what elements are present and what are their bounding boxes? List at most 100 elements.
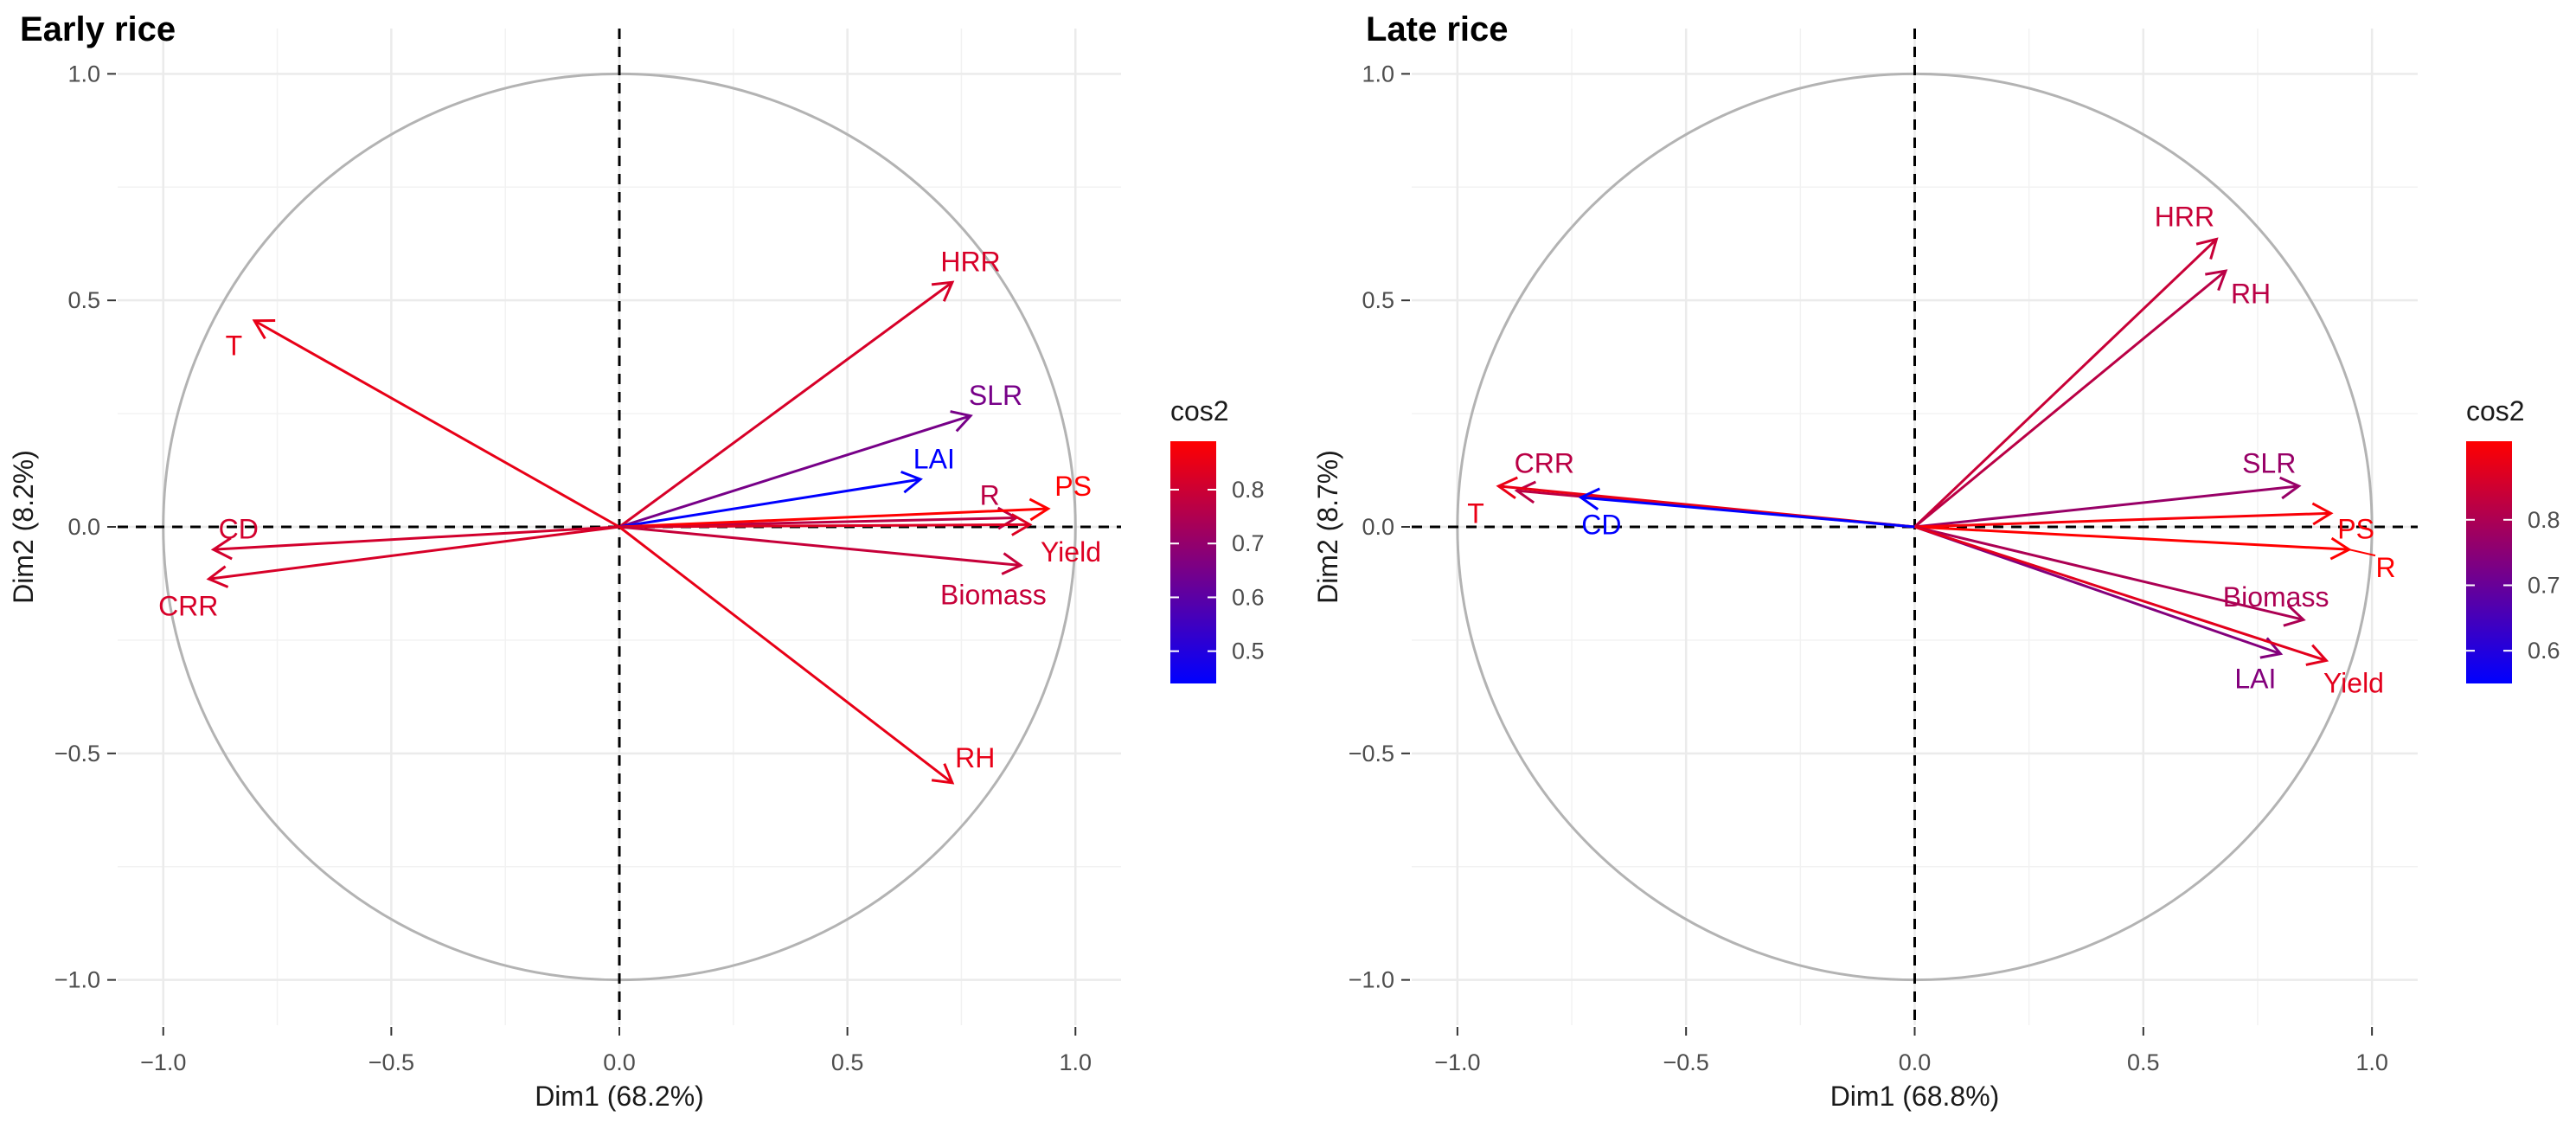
arrow-head: [950, 410, 973, 433]
arrow-head: [1514, 480, 1537, 504]
y-tick-label: −0.5: [54, 741, 100, 767]
legend-title: cos2: [1170, 395, 1229, 427]
legend-tick-label: 0.8: [1232, 477, 1265, 503]
arrow-head: [2195, 237, 2219, 260]
x-tick-label: 0.5: [831, 1049, 864, 1075]
variable-label-hrr: HRR: [2155, 201, 2214, 232]
arrow-shaft: [1580, 496, 1915, 529]
legend-tick-label: 0.7: [2528, 572, 2560, 598]
arrow-head: [210, 536, 233, 561]
chart-title: Late rice: [1366, 10, 1509, 48]
variable-arrow-slr: SLR: [1914, 448, 2302, 529]
variable-label-yield: Yield: [1041, 536, 1101, 568]
variable-label-r: R: [980, 479, 1000, 510]
y-axis-title: Dim2 (8.2%): [8, 450, 39, 604]
arrow-shaft: [1913, 238, 2218, 529]
legend-tick-label: 0.8: [2528, 507, 2560, 533]
variable-label-slr: SLR: [2242, 448, 2296, 479]
arrow-head: [931, 763, 955, 785]
variable-arrow-rh: RH: [618, 525, 995, 785]
variable-arrow-biomass: Biomass: [618, 525, 1047, 611]
y-tick-label: −1.0: [1349, 967, 1394, 993]
variable-arrow-hrr: HRR: [618, 247, 1001, 529]
arrow-head: [1496, 476, 1518, 500]
arrow-shaft: [1914, 484, 2299, 529]
variable-label-t: T: [1467, 497, 1484, 529]
y-tick-label: −0.5: [1349, 741, 1394, 767]
x-tick-label: −1.0: [1434, 1049, 1480, 1075]
arrow-head: [2311, 502, 2334, 526]
arrow-head: [252, 319, 276, 340]
variable-label-rh: RH: [955, 742, 995, 773]
arrow-shaft: [1913, 269, 2227, 529]
panel-early-rice: −1.0 −0.5 0.0 0.5 1.0 −1.0 −0.5 0.0 0.5 1.0 Early …: [8, 10, 1265, 1112]
variable-arrow-ps: PS: [1914, 502, 2374, 545]
variable-label-biomass: Biomass: [940, 580, 1047, 611]
arrow-shaft: [618, 523, 1030, 529]
arrow-shaft: [1914, 525, 2349, 551]
variable-arrow-crr: CRR: [1514, 448, 1915, 529]
x-tick-label: 0.0: [603, 1049, 636, 1075]
variable-arrow-cd: CD: [1578, 487, 1915, 540]
arrow-head: [1010, 513, 1033, 536]
arrow-head: [931, 280, 955, 302]
legend-colorbar: [1170, 441, 1216, 683]
variable-label-cd: CD: [1581, 509, 1621, 540]
variable-arrow-r: R: [618, 479, 1019, 530]
y-tick-label: 1.0: [1362, 61, 1394, 87]
legend-tick-label: 0.7: [1232, 530, 1265, 556]
variable-arrow-yield: Yield: [1914, 525, 2384, 699]
arrow-head: [900, 471, 923, 494]
arrow-shaft: [1914, 525, 2304, 621]
variable-label-biomass: Biomass: [2223, 581, 2329, 613]
y-tick-label: 0.5: [1362, 287, 1394, 313]
variable-label-hrr: HRR: [940, 247, 1000, 278]
x-tick-label: −0.5: [368, 1049, 414, 1075]
variable-label-cd: CD: [219, 514, 259, 545]
variable-arrow-ps: PS: [618, 471, 1092, 529]
variable-label-r: R: [2375, 552, 2395, 583]
x-tick-label: 1.0: [1059, 1049, 1092, 1075]
variable-arrow-t: T: [226, 319, 620, 529]
legend-tick-label: 0.6: [2528, 638, 2560, 664]
arrow-shaft: [208, 525, 620, 581]
arrow-head: [2283, 604, 2306, 627]
variable-label-lai: LAI: [913, 443, 955, 474]
arrow-head: [206, 565, 229, 588]
y-tick-label: 0.0: [67, 514, 100, 540]
y-tick-label: 1.0: [67, 61, 100, 87]
x-tick-label: −1.0: [140, 1049, 186, 1075]
label-connector: [2349, 549, 2376, 557]
y-tick-label: 0.0: [1362, 514, 1394, 540]
x-tick-label: 0.5: [2127, 1049, 2160, 1075]
variable-arrow-yield: Yield: [618, 513, 1101, 568]
legend-cos2: cos2 0.6 0.7 0.8: [2466, 395, 2560, 683]
x-tick-label: 1.0: [2355, 1049, 2388, 1075]
x-tick-label: 0.0: [1899, 1049, 1932, 1075]
arrow-shaft: [213, 525, 620, 551]
arrow-shaft: [1914, 525, 2327, 662]
arrow-shaft: [253, 319, 620, 529]
arrow-head: [1578, 487, 1600, 510]
variable-label-slr: SLR: [969, 380, 1022, 411]
variable-label-lai: LAI: [2234, 663, 2276, 694]
arrow-head: [2305, 644, 2329, 666]
variable-arrow-hrr: HRR: [1913, 201, 2219, 529]
legend-cos2: cos2 0.5 0.6 0.7 0.8: [1170, 395, 1265, 683]
variable-arrow-slr: SLR: [618, 380, 1022, 529]
variable-arrow-biomass: Biomass: [1914, 525, 2329, 627]
arrow-head: [2205, 269, 2228, 292]
arrow-shaft: [618, 525, 1022, 568]
arrow-shaft: [1914, 511, 2331, 529]
arrow-head: [1028, 497, 1051, 522]
variable-arrow-r: R: [1914, 525, 2396, 583]
arrow-head: [1001, 552, 1023, 575]
variable-arrow-lai: LAI: [618, 443, 955, 529]
variable-arrow-crr: CRR: [158, 525, 620, 622]
panel-late-rice: −1.0 −0.5 0.0 0.5 1.0 −1.0 −0.5 0.0 0.5 1.0 Late r…: [1312, 10, 2560, 1112]
arrow-shaft: [618, 478, 921, 529]
legend-title: cos2: [2466, 395, 2525, 427]
arrow-shaft: [618, 281, 953, 529]
legend-tick-label: 0.5: [1232, 638, 1265, 664]
